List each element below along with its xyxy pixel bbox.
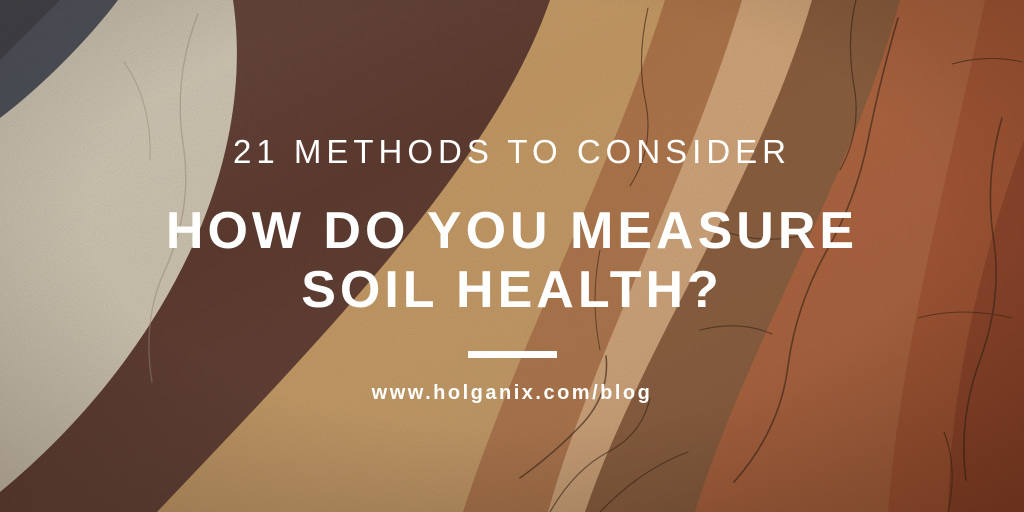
title-line-2: SOIL HEALTH? [301,261,723,319]
divider-line [468,351,557,358]
kicker-text: 21 METHODS TO CONSIDER [232,133,792,170]
banner-title: HOW DO YOU MEASURE SOIL HEALTH? [0,202,1024,320]
title-line-1: HOW DO YOU MEASURE [165,202,859,260]
site-url: www.holganix.com/blog [371,382,653,404]
